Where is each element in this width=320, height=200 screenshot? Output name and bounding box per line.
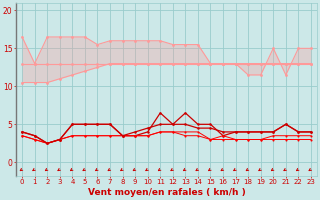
X-axis label: Vent moyen/en rafales ( km/h ): Vent moyen/en rafales ( km/h ) (88, 188, 245, 197)
